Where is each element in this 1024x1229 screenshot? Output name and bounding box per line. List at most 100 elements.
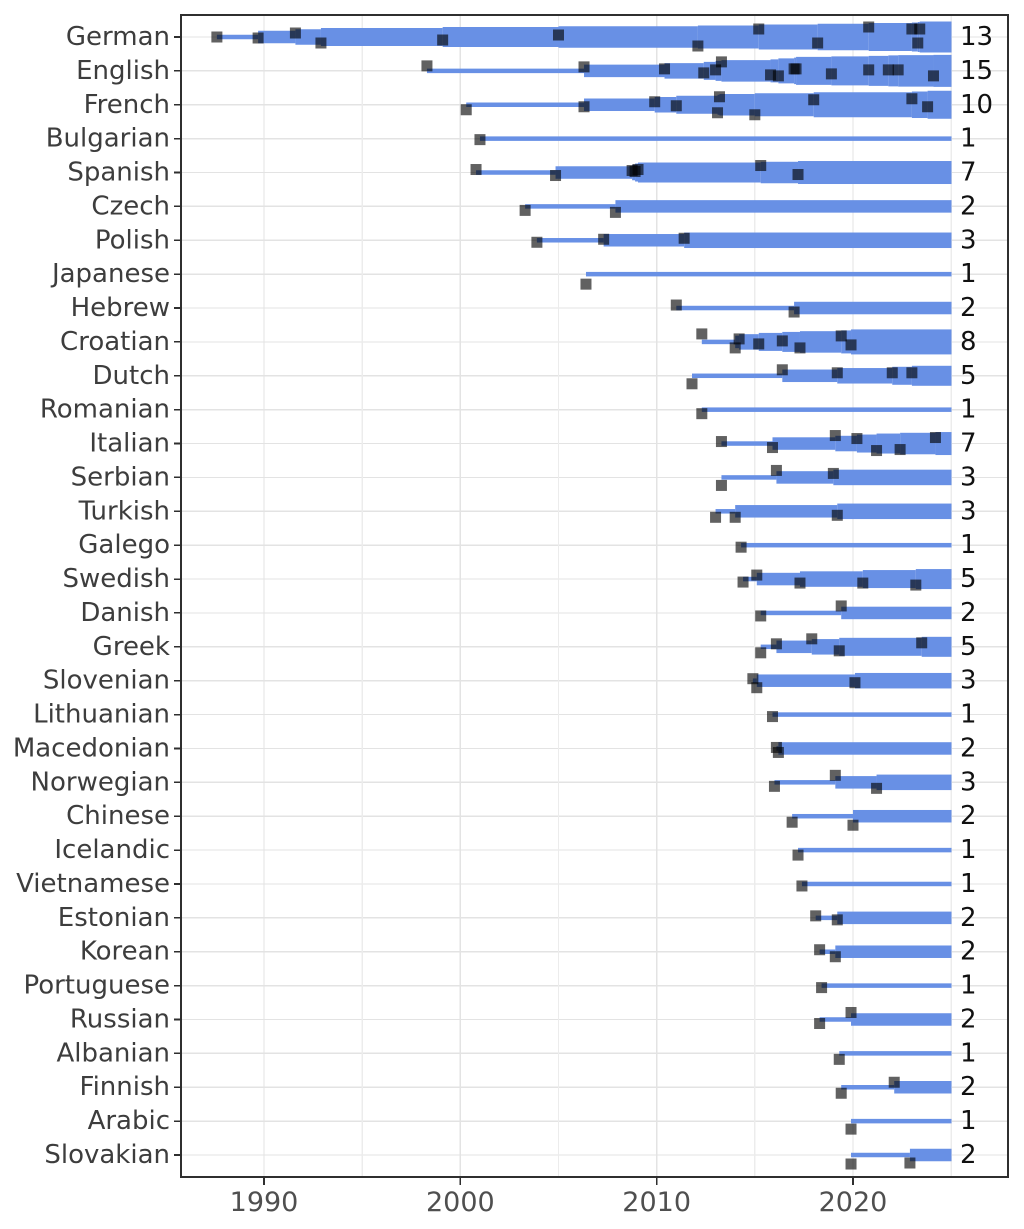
event-marker <box>914 23 926 35</box>
event-marker <box>729 342 741 354</box>
count-label: 2 <box>960 937 977 967</box>
ribbon-segment <box>772 437 836 450</box>
event-marker <box>904 1157 916 1169</box>
ribbon-segment <box>927 90 952 119</box>
event-marker <box>460 104 472 116</box>
ribbon-segment <box>719 94 755 116</box>
y-axis-label: Lithuanian <box>33 700 170 730</box>
event-marker <box>835 330 847 342</box>
y-axis-label: Turkish <box>78 496 170 526</box>
language-ribbon <box>216 21 952 53</box>
language-ribbon <box>841 1080 952 1094</box>
ribbon-segment <box>741 542 952 548</box>
count-label: 5 <box>960 564 977 594</box>
language-ribbon <box>479 136 952 141</box>
event-marker <box>792 169 804 181</box>
event-marker <box>733 333 745 345</box>
count-label: 3 <box>960 496 977 526</box>
event-marker <box>863 21 875 33</box>
language-ribbon <box>851 1148 952 1162</box>
count-label: 1 <box>960 700 977 730</box>
ribbon-segment <box>782 369 838 383</box>
event-marker <box>916 637 928 649</box>
ribbon-segment <box>476 170 556 175</box>
ribbon-segment <box>715 509 736 514</box>
ribbon-segment <box>721 475 777 480</box>
event-marker <box>698 67 710 79</box>
ribbon-segment <box>911 22 918 52</box>
y-axis-label: Bulgarian <box>46 124 170 154</box>
event-marker <box>792 849 804 861</box>
event-marker <box>906 23 918 35</box>
count-label: 2 <box>960 1140 977 1170</box>
ribbon-segment <box>466 102 585 108</box>
event-marker <box>882 64 894 76</box>
event-marker <box>686 378 698 390</box>
ribbon-segment <box>894 1080 952 1094</box>
language-ribbons <box>216 21 952 1162</box>
ribbon-segment <box>585 271 952 277</box>
event-marker <box>751 569 763 581</box>
event-marker <box>550 170 562 182</box>
event-marker <box>847 819 859 831</box>
event-marker <box>796 880 808 892</box>
ribbon-segment <box>426 68 585 74</box>
ribbon-segment <box>835 776 877 789</box>
ribbon-segment <box>772 712 952 717</box>
ribbon-segment <box>760 644 777 650</box>
language-ribbon <box>798 847 952 853</box>
event-marker <box>829 430 841 442</box>
event-marker <box>788 306 800 318</box>
y-axis-label: Macedonian <box>13 733 170 763</box>
event-marker <box>794 577 806 589</box>
event-marker <box>696 408 708 420</box>
ribbon-segment <box>758 24 818 50</box>
event-marker <box>211 31 223 43</box>
event-marker <box>833 1053 845 1065</box>
x-axis-tick-label: 2010 <box>622 1187 691 1218</box>
event-marker <box>755 647 767 659</box>
ribbon-segment <box>833 469 952 486</box>
ribbon-segment <box>868 55 889 86</box>
event-marker <box>814 944 826 956</box>
language-ribbon <box>851 1118 952 1124</box>
ribbon-segment <box>756 572 800 586</box>
language-ribbon <box>741 542 952 548</box>
language-ribbon <box>819 945 952 958</box>
ribbon-segment <box>815 915 838 921</box>
y-axis: German English French Bulgarian SpanishCzech… <box>13 22 181 1170</box>
ribbon-segment <box>792 813 853 819</box>
count-label: 1 <box>960 1106 977 1136</box>
event-marker <box>770 464 782 476</box>
event-marker <box>772 746 784 758</box>
count-label: 2 <box>960 1004 977 1034</box>
event-marker <box>776 364 788 376</box>
ribbon-segment <box>851 329 952 355</box>
event-marker <box>289 27 301 39</box>
y-axis-label: Danish <box>80 598 170 628</box>
y-axis-label: German <box>66 22 170 52</box>
ribbon-segment <box>794 301 952 315</box>
count-label: 1 <box>960 1038 977 1068</box>
language-ribbon <box>676 301 952 315</box>
event-marker <box>829 951 841 963</box>
event-marker <box>751 682 763 694</box>
ribbon-segment <box>721 60 771 82</box>
y-axis-label: Finnish <box>80 1072 171 1102</box>
event-marker <box>552 29 564 41</box>
event-marker <box>776 335 788 347</box>
ribbon-segment <box>868 23 912 51</box>
ribbon-segment <box>798 161 952 185</box>
language-ribbon <box>476 161 952 185</box>
y-axis-label: Russian <box>70 1004 170 1034</box>
y-axis-label: French <box>84 90 170 120</box>
y-axis-label: Romanian <box>40 395 170 425</box>
ribbon-segment <box>799 331 842 353</box>
ribbon-segment <box>811 639 840 655</box>
ribbon-segment <box>743 576 757 582</box>
language-ribbon <box>760 606 952 620</box>
language-ribbon <box>701 407 952 412</box>
ribbon-segment <box>819 949 836 954</box>
event-marker <box>810 910 822 922</box>
